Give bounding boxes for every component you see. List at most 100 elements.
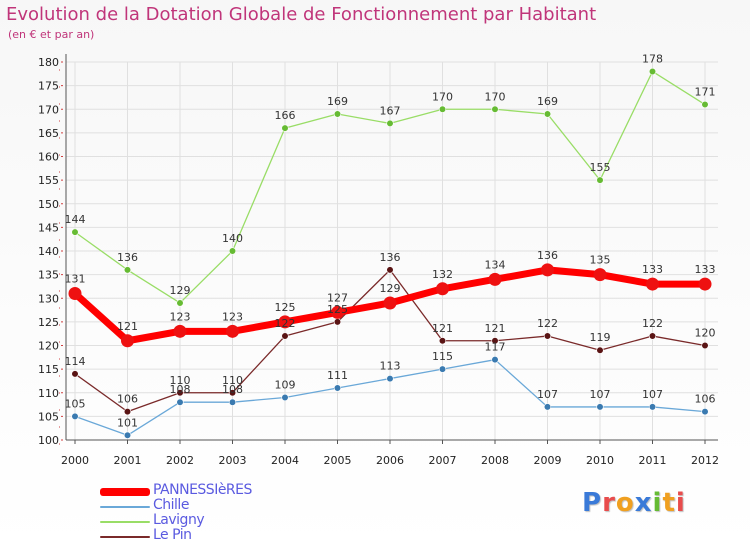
data-label: 121 [485,322,506,335]
x-tick-label: 2011 [639,454,667,467]
data-point [648,67,657,76]
legend-swatch [100,506,150,508]
y-tick-label: 160 [38,151,59,164]
data-point [596,176,604,184]
logo-letter: x [634,488,653,518]
data-label: 107 [537,388,558,401]
data-label: 125 [275,301,296,314]
data-point [543,110,552,118]
data-point [71,412,79,420]
data-point [438,365,447,373]
legend-label: PANNESSIèRES [153,482,252,498]
data-label: 170 [485,90,506,103]
data-label: 110 [170,374,191,387]
data-point [541,263,554,277]
x-tick-label: 2000 [61,454,89,467]
y-tick-label: 105 [38,410,59,423]
data-point [228,389,237,397]
data-point [176,299,184,307]
data-label: 133 [642,263,663,276]
data-label: 119 [590,331,611,344]
data-point [438,105,447,113]
data-point [436,282,449,296]
x-tick-label: 2006 [376,454,404,467]
data-label: 117 [485,341,506,354]
x-tick-label: 2004 [271,454,299,467]
data-point [596,346,604,354]
data-label: 144 [65,213,86,226]
data-label: 170 [432,90,453,103]
legend-swatch [100,521,150,523]
data-point [228,398,237,406]
data-point [331,305,344,319]
logo-letter: i [652,488,663,518]
data-label: 120 [695,327,716,340]
data-label: 109 [275,378,296,391]
logo-letter: r [602,488,616,518]
data-point [123,266,132,274]
data-label: 101 [117,416,138,429]
data-label: 125 [327,303,348,316]
data-point [491,356,499,364]
data-point [438,337,447,345]
y-tick-label: 150 [38,198,59,211]
x-tick-label: 2012 [691,454,719,467]
data-label: 121 [432,322,453,335]
logo-letter: o [615,488,635,518]
chart-title: Evolution de la Dotation Globale de Fonc… [6,4,597,25]
data-point [386,266,394,274]
data-label: 106 [695,393,716,406]
y-tick-label: 145 [38,221,59,234]
data-point [123,431,132,439]
data-label: 135 [590,254,611,267]
data-point [646,277,659,291]
data-label: 122 [275,317,296,330]
data-point [488,272,502,286]
data-point [176,389,184,397]
data-label: 107 [590,388,611,401]
data-label: 108 [222,383,243,396]
logo-letter: i [675,488,686,518]
x-tick-label: 2007 [429,454,457,467]
data-point [121,334,134,348]
logo-letter: t [662,488,676,518]
x-tick-label: 2008 [481,454,509,467]
data-label: 178 [642,52,663,65]
data-label: 134 [485,258,506,271]
series-lines [68,67,712,439]
data-label: 155 [590,161,611,174]
data-label: 115 [432,350,453,363]
data-point [491,337,499,345]
data-point [383,296,397,310]
y-tick-label: 100 [38,434,59,447]
data-label: 110 [222,374,243,387]
data-point [543,332,552,340]
data-label: 131 [65,273,86,286]
legend-label: Chille [153,497,189,513]
data-point [648,332,657,340]
data-point [173,324,187,338]
y-tick-label: 135 [38,269,59,282]
logo-letter: P [582,488,603,518]
x-tick-label: 2005 [324,454,352,467]
data-label: 129 [380,282,401,295]
y-tick-label: 175 [38,80,59,93]
x-tick-label: 2002 [166,454,194,467]
data-label: 133 [695,263,716,276]
data-label: 107 [642,388,663,401]
data-label: 121 [117,320,138,333]
x-tick-label: 2010 [586,454,614,467]
y-tick-label: 165 [38,127,59,140]
data-point [701,100,709,109]
data-point [281,124,289,132]
data-point [386,119,394,128]
data-point [543,403,552,411]
y-tick-label: 125 [38,316,59,329]
y-tick-label: 155 [38,174,59,187]
y-tick-label: 140 [38,245,59,258]
data-label: 171 [695,86,716,99]
x-tick-label: 2009 [534,454,562,467]
data-label: 122 [642,317,663,330]
legend-swatch [100,488,150,496]
y-tick-label: 170 [38,103,59,116]
